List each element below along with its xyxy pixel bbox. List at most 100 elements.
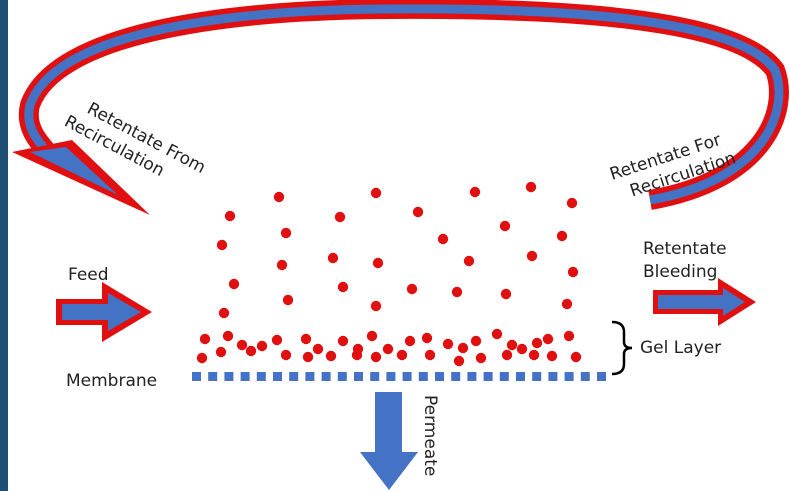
- particle: [463, 255, 475, 267]
- particle: [370, 187, 382, 199]
- membrane-segment: [418, 372, 428, 381]
- particle: [245, 345, 257, 357]
- particle: [337, 281, 349, 293]
- particle: [451, 286, 463, 298]
- particle: [506, 339, 518, 351]
- particle: [276, 259, 288, 271]
- particle: [475, 352, 487, 364]
- particle: [256, 340, 268, 352]
- particle: [421, 332, 433, 344]
- particle: [224, 210, 236, 222]
- membrane-segment: [516, 372, 525, 381]
- particle: [566, 197, 578, 209]
- particle: [222, 330, 234, 342]
- membrane-segment: [289, 372, 299, 381]
- particle: [516, 343, 528, 355]
- particle: [351, 349, 363, 361]
- particle: [570, 351, 582, 363]
- particle-field: [196, 181, 582, 367]
- particle: [215, 346, 227, 358]
- particle: [457, 342, 469, 354]
- particle: [556, 230, 568, 242]
- particle: [218, 307, 230, 319]
- membrane-segment: [435, 372, 444, 381]
- particle: [236, 339, 248, 351]
- particle: [526, 250, 538, 262]
- particle: [273, 191, 285, 203]
- particle: [563, 330, 575, 342]
- particle: [542, 333, 554, 345]
- gel-layer-brace-icon: [611, 320, 633, 376]
- particle: [546, 350, 558, 362]
- particle: [337, 335, 349, 347]
- particle: [312, 343, 324, 355]
- particle: [216, 239, 228, 251]
- particle: [300, 333, 312, 345]
- particle: [424, 349, 436, 361]
- particle: [501, 349, 513, 361]
- particle: [370, 351, 382, 363]
- particle: [196, 352, 208, 364]
- label-permeate: Permeate: [420, 395, 440, 476]
- membrane-segment: [337, 372, 347, 381]
- particle: [437, 233, 449, 245]
- particle: [442, 338, 454, 350]
- membrane-segment: [208, 372, 218, 381]
- particle: [469, 186, 481, 198]
- membrane-dashes: [192, 372, 606, 381]
- label-gel-layer: Gel Layer: [640, 338, 721, 358]
- particle: [567, 266, 579, 278]
- membrane-segment: [321, 372, 331, 381]
- label-feed: Feed: [68, 265, 109, 285]
- membrane-segment: [532, 372, 542, 381]
- particle: [561, 298, 573, 310]
- label-membrane: Membrane: [66, 371, 157, 391]
- membrane-segment: [402, 372, 412, 381]
- membrane-segment: [386, 372, 396, 381]
- particle: [470, 335, 482, 347]
- particle: [491, 328, 503, 340]
- membrane-segment: [305, 372, 315, 381]
- frame-edge-bar: [0, 0, 8, 491]
- particle: [499, 220, 511, 232]
- feed-arrow-icon: [56, 282, 152, 342]
- membrane-segment: [240, 372, 250, 381]
- particle: [404, 335, 416, 347]
- particle: [280, 227, 292, 239]
- membrane-segment: [354, 372, 363, 381]
- membrane-segment: [467, 372, 477, 381]
- particle: [302, 351, 314, 363]
- membrane-segment: [564, 372, 574, 381]
- particle: [282, 294, 294, 306]
- membrane-segment: [273, 372, 282, 381]
- particle: [372, 257, 384, 269]
- membrane-segment: [224, 372, 234, 381]
- retentate-bleeding-arrow-icon: [653, 278, 756, 326]
- particle: [228, 278, 240, 290]
- membrane-segment: [597, 372, 606, 381]
- membrane-segment: [548, 372, 558, 381]
- particle: [406, 283, 418, 295]
- particle: [327, 252, 339, 264]
- particle: [271, 334, 283, 346]
- particle: [334, 211, 346, 223]
- particle: [453, 355, 465, 367]
- particle: [325, 350, 337, 362]
- particle: [528, 349, 540, 361]
- membrane-segment: [483, 372, 493, 381]
- particle: [382, 343, 394, 355]
- recirculation-arrow-icon: [12, 0, 789, 215]
- particle: [280, 349, 292, 361]
- particle: [412, 206, 424, 218]
- particle: [199, 333, 211, 345]
- particle: [396, 349, 408, 361]
- membrane-segment: [256, 372, 266, 381]
- membrane-segment: [451, 372, 461, 381]
- particle: [366, 330, 378, 342]
- particle: [525, 181, 537, 193]
- membrane-segment: [499, 372, 509, 381]
- membrane-segment: [192, 372, 201, 381]
- membrane-segment: [370, 372, 380, 381]
